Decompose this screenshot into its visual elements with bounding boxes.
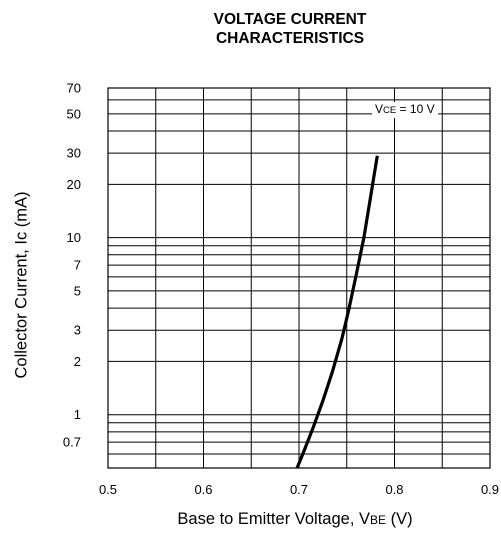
legend-label: VCE = 10 V [372,102,438,118]
legend-prefix: V [375,102,384,116]
y-tick-label: 30 [67,146,81,161]
y-tick-label: 20 [67,177,81,192]
chart-title-line1: VOLTAGE CURRENT [213,11,367,28]
y-tick-label: 7 [74,258,81,273]
x-axis-label-unit: (V) [386,510,413,528]
y-tick-label: 10 [67,230,81,245]
x-axis-label-sub: BE [370,513,387,527]
x-axis-label-main: Base to Emitter Voltage, V [177,510,370,528]
x-tick-label: 0.8 [385,482,403,497]
x-tick-label: 0.9 [481,482,499,497]
legend-suffix: = 10 V [396,102,435,116]
y-tick-label: 2 [74,354,81,369]
y-axis-label: Collector Current, Ic (mA) [12,191,31,379]
y-tick-label: 5 [74,283,81,298]
legend-sub: CE [383,105,397,116]
x-tick-label: 0.7 [290,482,308,497]
y-tick-label: 50 [67,106,81,121]
y-tick-label: 3 [74,323,81,338]
y-tick-label: 0.7 [63,435,81,450]
y-tick-label: 70 [67,81,81,96]
series-line [295,155,379,469]
x-tick-label: 0.5 [99,482,117,497]
y-tick-label: 1 [74,407,81,422]
x-tick-label: 0.6 [194,482,212,497]
chart-title-line2: CHARACTERISTICS [215,30,365,47]
x-axis-label: Base to Emitter Voltage, VBE (V) [100,510,490,529]
